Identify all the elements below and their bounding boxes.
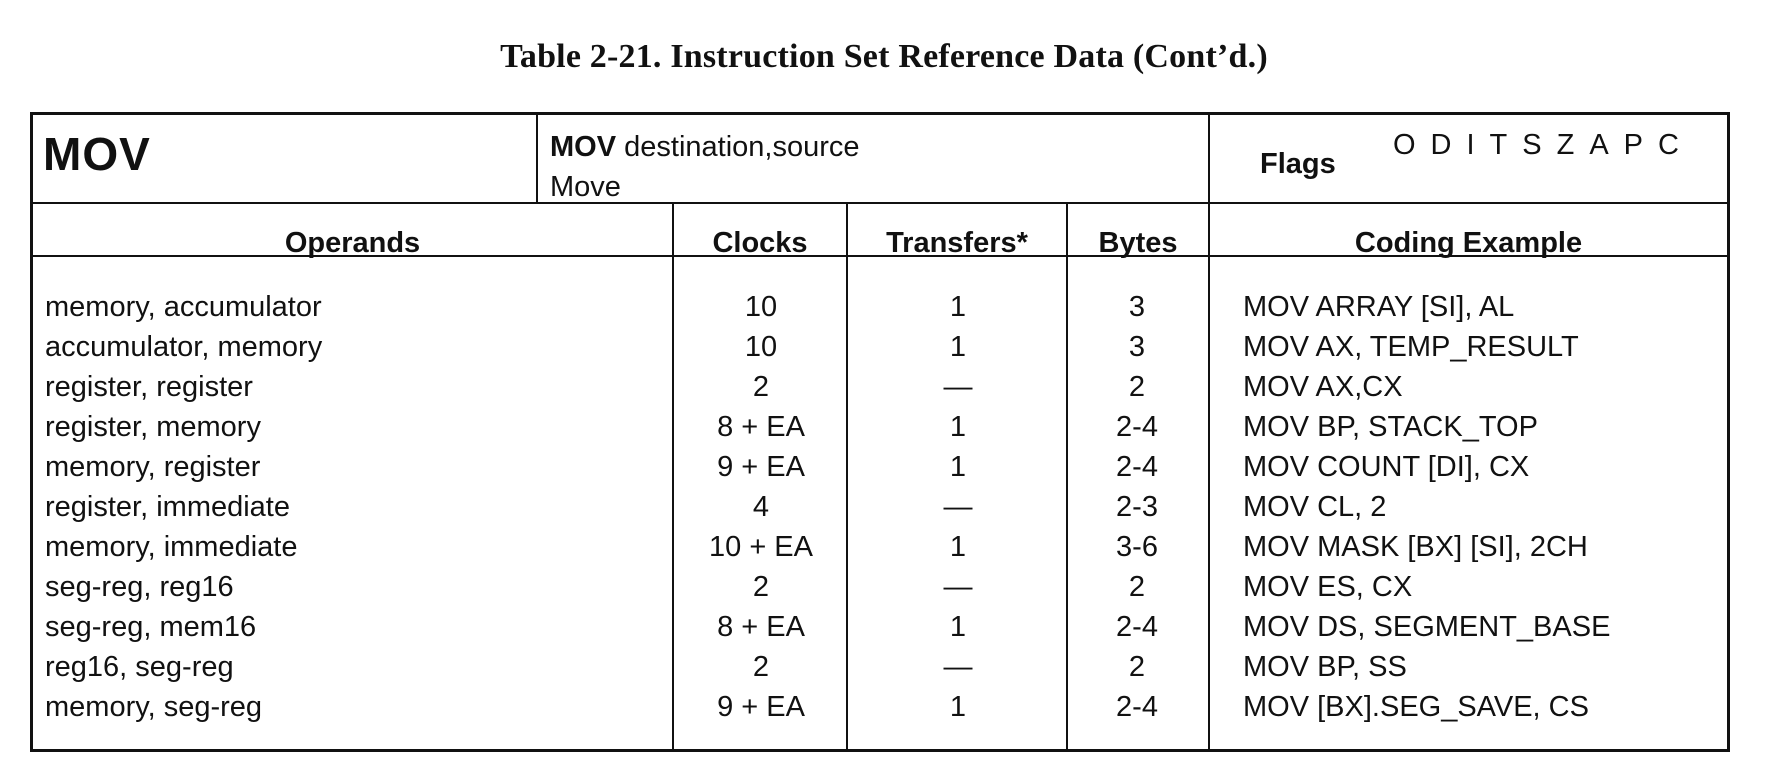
clocks-divider <box>846 202 848 749</box>
bytes-cell: 3 <box>1128 291 1146 323</box>
transfers-cell: 1 <box>949 611 967 643</box>
operands-cell: memory, seg-reg <box>45 691 263 723</box>
instruction-syntax: MOV destination,source Move <box>550 127 860 207</box>
table-row: seg-reg, reg16 2 — 2 MOV ES, CX <box>33 567 1727 607</box>
bytes-cell: 3-6 <box>1116 531 1158 563</box>
table-row: reg16, seg-reg 2 — 2 MOV BP, SS <box>33 647 1727 687</box>
operands-cell: register, register <box>45 371 253 403</box>
column-header-coding-example: Coding Example <box>1354 227 1583 259</box>
coding-example-cell: MOV COUNT [DI], CX <box>1243 451 1530 483</box>
mnemonic-divider <box>536 115 538 202</box>
coding-example-cell: MOV AX,CX <box>1243 371 1403 403</box>
transfers-cell: — <box>943 491 973 523</box>
clocks-cell: 9 + EA <box>717 691 805 723</box>
bytes-cell: 2-4 <box>1116 451 1158 483</box>
operands-cell: accumulator, memory <box>45 331 323 363</box>
bytes-cell: 2 <box>1128 651 1146 683</box>
header-divider <box>33 202 1727 204</box>
clocks-cell: 10 <box>744 331 778 363</box>
flags-label: Flags <box>1260 148 1336 180</box>
column-header-bytes: Bytes <box>1098 227 1178 259</box>
column-header-transfers: Transfers* <box>886 227 1028 259</box>
bytes-cell: 2-4 <box>1116 691 1158 723</box>
flag-letters: ODITSZAPC <box>1393 129 1694 161</box>
page-title: Table 2-21. Instruction Set Reference Da… <box>500 38 1268 75</box>
transfers-cell: 1 <box>949 451 967 483</box>
coding-example-cell: MOV MASK [BX] [SI], 2CH <box>1243 531 1588 563</box>
instruction-mnemonic: MOV <box>43 128 151 180</box>
bytes-cell: 2 <box>1128 571 1146 603</box>
transfers-cell: 1 <box>949 691 967 723</box>
table-row: seg-reg, mem16 8 + EA 1 2-4 MOV DS, SEGM… <box>33 607 1727 647</box>
operands-cell: register, immediate <box>45 491 290 523</box>
clocks-cell: 10 + EA <box>709 531 813 563</box>
operands-cell: seg-reg, reg16 <box>45 571 234 603</box>
transfers-cell: 1 <box>949 331 967 363</box>
operands-cell: seg-reg, mem16 <box>45 611 257 643</box>
operands-cell: memory, immediate <box>45 531 298 563</box>
transfers-cell: — <box>943 651 973 683</box>
table-row: memory, accumulator 10 1 3 MOV ARRAY [SI… <box>33 287 1727 327</box>
clocks-cell: 9 + EA <box>717 451 805 483</box>
coding-example-cell: MOV BP, SS <box>1243 651 1407 683</box>
coding-example-cell: MOV AX, TEMP_RESULT <box>1243 331 1579 363</box>
flags-divider <box>1208 115 1210 749</box>
table-row: accumulator, memory 10 1 3 MOV AX, TEMP_… <box>33 327 1727 367</box>
clocks-cell: 10 <box>744 291 778 323</box>
syntax-operands: destination,source <box>624 131 860 163</box>
coding-example-cell: MOV DS, SEGMENT_BASE <box>1243 611 1611 643</box>
syntax-mnemonic: MOV <box>550 131 617 163</box>
table-row: register, memory 8 + EA 1 2-4 MOV BP, ST… <box>33 407 1727 447</box>
transfers-cell: 1 <box>949 411 967 443</box>
coding-example-cell: MOV CL, 2 <box>1243 491 1387 523</box>
bytes-cell: 2 <box>1128 371 1146 403</box>
table-row: memory, register 9 + EA 1 2-4 MOV COUNT … <box>33 447 1727 487</box>
bytes-cell: 2-4 <box>1116 411 1158 443</box>
clocks-cell: 2 <box>752 371 770 403</box>
transfers-cell: — <box>943 571 973 603</box>
transfers-divider <box>1066 202 1068 749</box>
coding-example-cell: MOV ARRAY [SI], AL <box>1243 291 1515 323</box>
column-header-operands: Operands <box>284 227 421 259</box>
clocks-cell: 2 <box>752 651 770 683</box>
clocks-cell: 4 <box>752 491 770 523</box>
bytes-cell: 2-3 <box>1116 491 1158 523</box>
column-header-divider <box>33 255 1727 257</box>
table-row: register, immediate 4 — 2-3 MOV CL, 2 <box>33 487 1727 527</box>
transfers-cell: — <box>943 371 973 403</box>
clocks-cell: 8 + EA <box>717 411 805 443</box>
operands-cell: register, memory <box>45 411 261 443</box>
coding-example-cell: MOV BP, STACK_TOP <box>1243 411 1538 443</box>
operands-divider <box>672 202 674 749</box>
bytes-cell: 3 <box>1128 331 1146 363</box>
operands-cell: reg16, seg-reg <box>45 651 234 683</box>
operands-cell: memory, register <box>45 451 261 483</box>
table-row: memory, seg-reg 9 + EA 1 2-4 MOV [BX].SE… <box>33 687 1727 727</box>
coding-example-cell: MOV ES, CX <box>1243 571 1413 603</box>
transfers-cell: 1 <box>949 291 967 323</box>
table-row: register, register 2 — 2 MOV AX,CX <box>33 367 1727 407</box>
instruction-description: Move <box>550 171 621 203</box>
column-header-clocks: Clocks <box>712 227 808 259</box>
clocks-cell: 2 <box>752 571 770 603</box>
table-row: memory, immediate 10 + EA 1 3-6 MOV MASK… <box>33 527 1727 567</box>
bytes-cell: 2-4 <box>1116 611 1158 643</box>
clocks-cell: 8 + EA <box>717 611 805 643</box>
coding-example-cell: MOV [BX].SEG_SAVE, CS <box>1243 691 1589 723</box>
operands-cell: memory, accumulator <box>45 291 322 323</box>
instruction-reference-table: MOV MOV destination,source Move Flags OD… <box>30 112 1730 752</box>
transfers-cell: 1 <box>949 531 967 563</box>
